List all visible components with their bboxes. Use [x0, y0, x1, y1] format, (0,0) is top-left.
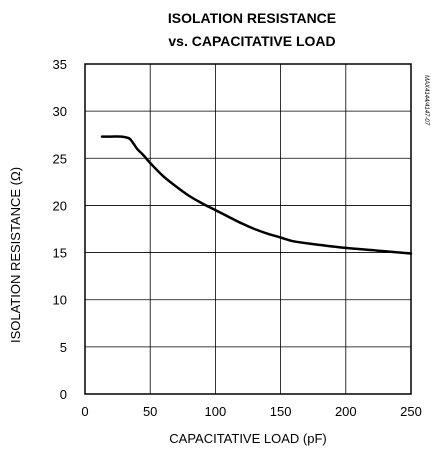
plot-frame — [84, 63, 412, 395]
grid-lines — [85, 64, 411, 394]
x-axis-ticks: 0 50 100 150 200 250 — [81, 404, 421, 419]
y-axis-label: ISOLATION RESISTANCE (Ω) — [8, 167, 23, 343]
y-tick-label: 35 — [53, 57, 67, 72]
x-axis-label: CAPACITATIVE LOAD (pF) — [169, 431, 326, 446]
x-tick-label: 200 — [335, 404, 357, 419]
x-tick-label: 100 — [205, 404, 227, 419]
y-axis-ticks: 0 5 10 15 20 25 30 35 — [53, 57, 67, 402]
chart-title-line-1: ISOLATION RESISTANCE — [168, 10, 336, 26]
y-tick-label: 15 — [53, 246, 67, 261]
figure-code-note: MAX4144/4147-07 — [423, 75, 429, 126]
x-tick-label: 150 — [270, 404, 292, 419]
series-line — [100, 135, 413, 255]
chart-title-line-2: vs. CAPACITATIVE LOAD — [168, 33, 335, 49]
y-tick-label: 0 — [60, 387, 67, 402]
y-tick-label: 10 — [53, 293, 67, 308]
y-tick-label: 20 — [53, 198, 67, 213]
x-tick-label: 50 — [143, 404, 157, 419]
y-tick-label: 5 — [60, 340, 67, 355]
y-tick-label: 25 — [53, 151, 67, 166]
y-tick-label: 30 — [53, 104, 67, 119]
x-tick-label: 0 — [81, 404, 88, 419]
x-tick-label: 250 — [400, 404, 422, 419]
